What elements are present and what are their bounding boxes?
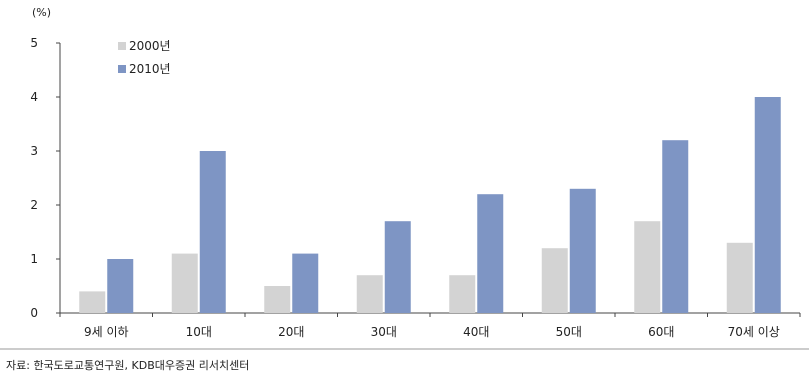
bar-series-1: [171, 253, 198, 313]
plot-area: 0 1 2 3 4 5 9세 이하 10대 20대 30대 40대 50대 60대 70세 이상: [30, 36, 801, 339]
y-tick-label: 2: [30, 198, 38, 212]
bar-series-2: [107, 259, 134, 313]
bar-series-1: [264, 286, 291, 313]
x-tick-label: 70세 이상: [728, 325, 780, 339]
y-tick-label: 1: [30, 252, 38, 266]
y-tick-label: 5: [30, 36, 38, 50]
bar-series-1: [79, 291, 106, 313]
x-tick-label: 60대: [648, 325, 674, 339]
x-tick-label: 50대: [556, 325, 582, 339]
bar-series-2: [292, 253, 319, 313]
y-tick-label: 3: [30, 144, 38, 158]
x-tick-label: 30대: [371, 325, 397, 339]
bar-series-1: [634, 221, 661, 313]
bar-series-2: [199, 151, 226, 313]
y-axis-unit-label: (%): [32, 6, 51, 19]
bar-series-1: [726, 242, 753, 313]
legend-label: 2010년: [129, 62, 171, 76]
legend-swatch: [118, 65, 126, 73]
bar-series-2: [477, 194, 504, 313]
legend-swatch: [118, 42, 126, 50]
legend-label: 2000년: [129, 39, 171, 53]
bar-series-2: [384, 221, 411, 313]
source-note: 자료: 한국도로교통연구원, KDB대우증권 리서치센터: [6, 359, 249, 372]
bar-series-2: [662, 140, 689, 313]
bar-series-2: [569, 188, 596, 313]
bar-series-1: [541, 248, 568, 313]
x-tick-label: 9세 이하: [84, 325, 129, 339]
y-tick-label: 0: [30, 306, 38, 320]
y-tick-label: 4: [30, 90, 38, 104]
bar-series-2: [754, 97, 781, 313]
x-tick-label: 20대: [278, 325, 304, 339]
bar-series-1: [449, 275, 476, 313]
x-tick-label: 10대: [186, 325, 212, 339]
chart-legend: 2000년 2010년: [118, 39, 171, 76]
bar-series-1: [356, 275, 383, 313]
x-tick-label: 40대: [463, 325, 489, 339]
